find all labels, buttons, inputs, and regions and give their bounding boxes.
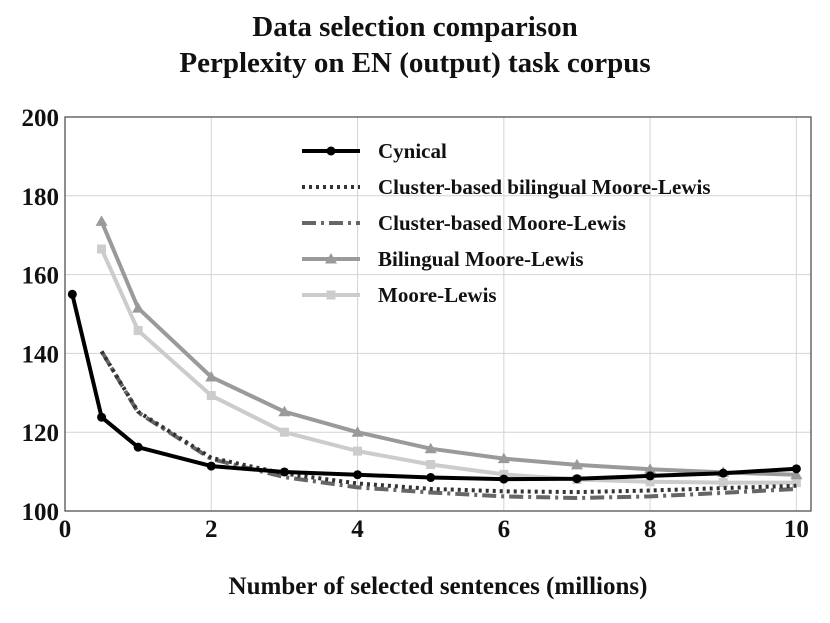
series-0-point-8	[572, 474, 582, 484]
y-tick-label-0: 100	[22, 499, 60, 526]
series-4-point-10	[791, 478, 801, 488]
y-tick-label-3: 160	[22, 263, 60, 290]
legend-label-1: Cluster-based bilingual Moore-Lewis	[378, 175, 711, 199]
series-0-point-4	[279, 467, 289, 477]
y-tick-label-1: 120	[22, 420, 60, 447]
x-tick-label-3: 6	[498, 516, 511, 543]
x-tick-label-1: 2	[205, 516, 218, 543]
y-tick-label-2: 140	[22, 341, 60, 368]
series-4	[97, 244, 801, 488]
tick-labels: 0 2 4 6 8 10 100 120 140 160 180 200	[22, 105, 809, 543]
series-3-point-4	[351, 426, 364, 437]
series-3	[95, 215, 803, 480]
series-3-point-0	[95, 215, 108, 226]
y-tick-label-4: 180	[22, 184, 60, 211]
series-group	[67, 215, 803, 500]
series-3-point-7	[570, 458, 583, 470]
legend-marker-0	[326, 146, 336, 156]
legend-label-0: Cynical	[378, 139, 447, 163]
y-tick-label-5: 200	[22, 105, 60, 132]
series-4-point-0	[97, 244, 107, 254]
series-4-point-2	[206, 391, 216, 401]
series-0-point-0	[67, 289, 77, 299]
x-tick-label-5: 10	[784, 516, 809, 543]
legend-label-4: Moore-Lewis	[378, 283, 497, 307]
series-line-0	[70, 293, 797, 482]
series-4-point-4	[353, 446, 363, 456]
series-line-1	[99, 350, 797, 495]
chart-title-line-2: Perplexity on EN (output) task corpus	[179, 47, 650, 79]
series-4-point-3	[279, 427, 289, 437]
series-0-point-3	[206, 461, 216, 471]
legend-label-3: Bilingual Moore-Lewis	[378, 247, 584, 271]
series-0-point-9	[645, 471, 655, 481]
series-4-point-1	[133, 326, 143, 336]
series-0-point-6	[426, 473, 436, 483]
series-0-point-2	[133, 442, 143, 452]
legend-marker-4	[326, 290, 336, 300]
series-4-point-6	[499, 469, 509, 479]
series-3-point-2	[205, 371, 218, 382]
plot-area-frame	[64, 116, 812, 512]
chart-title-line-1: Data selection comparison	[252, 11, 577, 43]
x-tick-label-4: 8	[644, 516, 657, 543]
series-3-point-5	[424, 442, 437, 454]
series-0-point-11	[791, 464, 801, 474]
legend: Cynical Cluster-based bilingual Moore-Lew…	[302, 139, 711, 307]
series-0-point-10	[718, 468, 728, 478]
series-4-point-9	[718, 478, 728, 488]
series-3-point-6	[497, 452, 510, 464]
x-tick-label-0: 0	[59, 516, 72, 543]
series-0-point-7	[499, 474, 509, 484]
series-3-point-1	[132, 302, 145, 313]
series-1	[99, 350, 797, 495]
series-3-point-10	[790, 468, 803, 480]
series-3-point-3	[278, 405, 291, 417]
series-0-point-5	[353, 470, 363, 480]
legend-marker-3	[325, 253, 337, 264]
legend-label-2: Cluster-based Moore-Lewis	[378, 211, 626, 235]
series-4-point-8	[645, 477, 655, 487]
series-3-point-8	[644, 463, 657, 474]
series-4-point-5	[426, 460, 436, 470]
x-tick-label-2: 4	[351, 516, 364, 543]
series-0-point-1	[97, 412, 107, 422]
x-axis-label: Number of selected sentences (millions)	[229, 573, 648, 600]
series-0	[67, 289, 801, 484]
